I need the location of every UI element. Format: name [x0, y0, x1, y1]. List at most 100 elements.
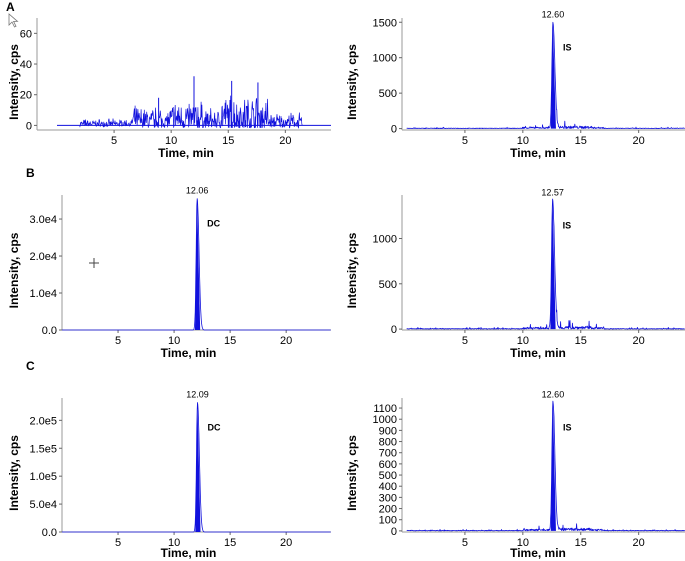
peak-time-label: 12.06 [186, 186, 209, 196]
compound-annotation: IS [563, 43, 572, 53]
y-tick-label: 1500 [373, 17, 397, 29]
y-tick-label: 1.5e5 [29, 443, 57, 455]
x-axis-title: Time, min [161, 346, 217, 360]
y-tick-label: 1000 [373, 414, 397, 426]
y-tick-label: 1000 [373, 53, 397, 65]
peak-fill [194, 198, 201, 330]
y-tick-label: 100 [379, 515, 397, 527]
chromatogram-trace [61, 198, 331, 331]
panel-label-c: C [26, 359, 35, 373]
peak-time-label: 12.60 [542, 10, 565, 20]
x-tick-label: 20 [633, 335, 645, 347]
x-axis-title: Time, min [158, 146, 214, 160]
x-axis-title: Time, min [510, 546, 566, 560]
x-axis-title: Time, min [510, 346, 566, 360]
noise-trace [79, 95, 303, 129]
y-tick-label: 2.0e4 [29, 251, 57, 263]
x-axis-title: Time, min [510, 146, 566, 160]
peak-time-label: 12.09 [186, 389, 209, 399]
chart-B-right: 0 500 1000 5 10 15 20 Time, min Intensity, cps 12… [345, 187, 685, 360]
y-tick-label: 0 [391, 124, 397, 136]
compound-annotation: IS [563, 220, 572, 230]
y-axis-title: Intensity, cps [345, 232, 359, 308]
y-tick-label: 3.0e4 [29, 214, 57, 226]
panel-label-b: B [26, 166, 35, 180]
y-tick-label: 500 [379, 88, 397, 100]
y-tick-label: 2.0e5 [29, 415, 57, 427]
x-tick-label: 15 [222, 135, 234, 147]
y-tick-label: 0 [391, 324, 397, 336]
y-tick-label: 0.0 [42, 325, 57, 337]
x-tick-label: 20 [279, 135, 291, 147]
x-tick-label: 20 [633, 537, 645, 549]
chromatogram-trace [406, 198, 685, 330]
y-tick-label: 5.0e4 [29, 499, 57, 511]
x-tick-label: 15 [575, 537, 587, 549]
x-tick-label: 5 [111, 135, 117, 147]
y-axis-title: Intensity, cps [345, 435, 359, 511]
y-tick-label: 500 [379, 470, 397, 482]
compound-annotation: IS [563, 422, 572, 432]
y-tick-label: 500 [379, 279, 397, 291]
x-tick-label: 15 [575, 135, 587, 147]
compound-annotation: DC [207, 219, 220, 229]
x-tick-label: 15 [575, 335, 587, 347]
x-tick-label: 20 [280, 537, 292, 549]
x-tick-label: 5 [462, 537, 468, 549]
peak-fill [550, 200, 556, 330]
peak-time-label: 12.57 [541, 187, 564, 197]
chromatogram-trace [406, 21, 685, 129]
y-axis-title: Intensity, cps [345, 44, 359, 120]
x-tick-label: 10 [517, 135, 529, 147]
x-tick-label: 5 [462, 135, 468, 147]
x-tick-label: 10 [517, 537, 529, 549]
y-tick-label: 900 [379, 425, 397, 437]
peak-time-label: 12.60 [542, 389, 565, 399]
x-tick-label: 15 [224, 335, 236, 347]
chart-C-left: 0.0 5.0e4 1.0e5 1.5e5 2.0e5 5 10 15 20 Time, min I… [7, 389, 331, 560]
x-tick-label: 10 [168, 335, 180, 347]
y-tick-label: 800 [379, 437, 397, 449]
y-tick-label: 600 [379, 459, 397, 471]
y-tick-label: 1100 [373, 403, 397, 415]
y-tick-label: 1.0e5 [29, 471, 57, 483]
peak-fill [550, 23, 556, 129]
y-tick-label: 300 [379, 492, 397, 504]
y-tick-label: 0.0 [42, 527, 57, 539]
x-tick-label: 20 [280, 335, 292, 347]
y-axis-title: Intensity, cps [7, 435, 21, 511]
y-tick-label: 1000 [373, 233, 397, 245]
x-tick-label: 5 [115, 335, 121, 347]
compound-annotation: DC [208, 422, 221, 432]
y-tick-label: 0 [26, 120, 32, 132]
chart-A-right: 0 500 1000 1500 5 10 15 20 Time, min Intensity, c… [345, 10, 685, 160]
y-axis-title: Intensity, cps [7, 232, 21, 308]
y-tick-label: 700 [379, 448, 397, 460]
x-tick-label: 10 [168, 537, 180, 549]
x-tick-label: 10 [517, 335, 529, 347]
x-tick-label: 15 [224, 537, 236, 549]
y-tick-label: 40 [20, 59, 32, 71]
chart-A-left: 0 20 40 60 5 10 15 20 Time, min Intensity, cps [7, 18, 331, 160]
y-tick-label: 1.0e4 [29, 288, 57, 300]
x-tick-label: 5 [462, 335, 468, 347]
peak-fill [550, 402, 556, 531]
x-tick-label: 20 [633, 135, 645, 147]
x-tick-label: 5 [115, 537, 121, 549]
crosshair-icon [89, 258, 99, 268]
chart-B-left: 0.0 1.0e4 2.0e4 3.0e4 5 10 15 20 Time, min Intens… [7, 186, 331, 360]
y-tick-label: 20 [20, 90, 32, 102]
chromatogram-trace [406, 400, 685, 532]
cursor-arrow-icon [8, 13, 19, 28]
panel-label-a: A [6, 0, 15, 14]
y-tick-label: 400 [379, 481, 397, 493]
chromatogram-trace [61, 402, 331, 533]
y-tick-label: 0 [391, 526, 397, 538]
y-tick-label: 60 [20, 28, 32, 40]
x-tick-label: 10 [165, 135, 177, 147]
peak-fill [195, 402, 201, 532]
y-axis-title: Intensity, cps [7, 44, 21, 120]
x-axis-title: Time, min [161, 546, 217, 560]
